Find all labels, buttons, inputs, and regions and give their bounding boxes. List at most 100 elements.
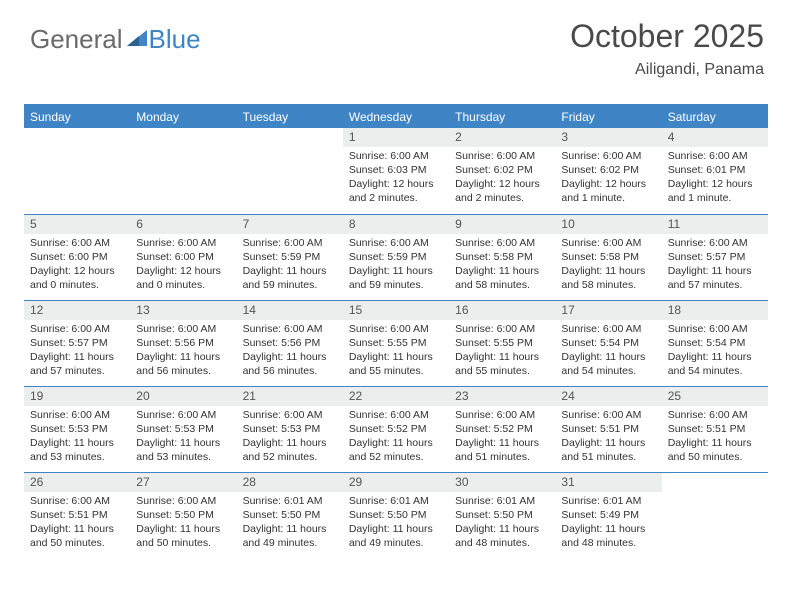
- sunset-text: Sunset: 5:55 PM: [455, 337, 549, 350]
- daylight-text-2: and 57 minutes.: [30, 365, 124, 378]
- daylight-text-1: Daylight: 11 hours: [349, 437, 443, 450]
- daylight-text-1: Daylight: 12 hours: [30, 265, 124, 278]
- day-cell: 14Sunrise: 6:00 AMSunset: 5:56 PMDayligh…: [237, 300, 343, 386]
- day-cell: 22Sunrise: 6:00 AMSunset: 5:52 PMDayligh…: [343, 386, 449, 472]
- sunset-text: Sunset: 5:56 PM: [136, 337, 230, 350]
- day-info: Sunrise: 6:00 AMSunset: 6:01 PMDaylight:…: [662, 147, 768, 213]
- day-number: 12: [24, 301, 130, 320]
- sunrise-text: Sunrise: 6:00 AM: [30, 409, 124, 422]
- day-info: Sunrise: 6:00 AMSunset: 5:52 PMDaylight:…: [449, 406, 555, 472]
- sunset-text: Sunset: 5:56 PM: [243, 337, 337, 350]
- day-info: Sunrise: 6:01 AMSunset: 5:50 PMDaylight:…: [449, 492, 555, 558]
- sunset-text: Sunset: 5:51 PM: [561, 423, 655, 436]
- sunset-text: Sunset: 6:00 PM: [136, 251, 230, 264]
- day-number: 29: [343, 473, 449, 492]
- daylight-text-1: Daylight: 11 hours: [349, 265, 443, 278]
- weekday-header: Friday: [555, 106, 661, 128]
- day-cell: 5Sunrise: 6:00 AMSunset: 6:00 PMDaylight…: [24, 214, 130, 300]
- sunrise-text: Sunrise: 6:00 AM: [455, 150, 549, 163]
- day-info: Sunrise: 6:01 AMSunset: 5:50 PMDaylight:…: [343, 492, 449, 558]
- day-cell: 31Sunrise: 6:01 AMSunset: 5:49 PMDayligh…: [555, 472, 661, 558]
- daylight-text-1: Daylight: 11 hours: [455, 351, 549, 364]
- daylight-text-1: Daylight: 11 hours: [455, 265, 549, 278]
- weekday-header: Sunday: [24, 106, 130, 128]
- day-cell: 7Sunrise: 6:00 AMSunset: 5:59 PMDaylight…: [237, 214, 343, 300]
- day-cell: 4Sunrise: 6:00 AMSunset: 6:01 PMDaylight…: [662, 128, 768, 214]
- sunset-text: Sunset: 5:53 PM: [136, 423, 230, 436]
- daylight-text-1: Daylight: 11 hours: [349, 523, 443, 536]
- sunrise-text: Sunrise: 6:01 AM: [561, 495, 655, 508]
- day-cell: 16Sunrise: 6:00 AMSunset: 5:55 PMDayligh…: [449, 300, 555, 386]
- sunset-text: Sunset: 6:00 PM: [30, 251, 124, 264]
- day-number: 26: [24, 473, 130, 492]
- daylight-text-2: and 52 minutes.: [349, 451, 443, 464]
- daylight-text-2: and 55 minutes.: [349, 365, 443, 378]
- sunrise-text: Sunrise: 6:00 AM: [136, 495, 230, 508]
- day-info: Sunrise: 6:00 AMSunset: 5:51 PMDaylight:…: [662, 406, 768, 472]
- day-cell: 24Sunrise: 6:00 AMSunset: 5:51 PMDayligh…: [555, 386, 661, 472]
- day-number: 25: [662, 387, 768, 406]
- weekday-header: Monday: [130, 106, 236, 128]
- sunrise-text: Sunrise: 6:01 AM: [243, 495, 337, 508]
- day-cell: 9Sunrise: 6:00 AMSunset: 5:58 PMDaylight…: [449, 214, 555, 300]
- sunrise-text: Sunrise: 6:01 AM: [349, 495, 443, 508]
- daylight-text-1: Daylight: 11 hours: [668, 351, 762, 364]
- sunset-text: Sunset: 5:58 PM: [561, 251, 655, 264]
- daylight-text-2: and 48 minutes.: [455, 537, 549, 550]
- day-number: 11: [662, 215, 768, 234]
- logo-word-2: Blue: [149, 24, 201, 55]
- daylight-text-2: and 49 minutes.: [349, 537, 443, 550]
- day-cell: [130, 128, 236, 214]
- weekday-header: Thursday: [449, 106, 555, 128]
- day-number: 31: [555, 473, 661, 492]
- daylight-text-2: and 57 minutes.: [668, 279, 762, 292]
- day-cell: [237, 128, 343, 214]
- day-number: 4: [662, 128, 768, 147]
- daylight-text-2: and 48 minutes.: [561, 537, 655, 550]
- daylight-text-2: and 1 minute.: [561, 192, 655, 205]
- daylight-text-2: and 59 minutes.: [349, 279, 443, 292]
- daylight-text-2: and 56 minutes.: [243, 365, 337, 378]
- day-info: Sunrise: 6:00 AMSunset: 5:53 PMDaylight:…: [237, 406, 343, 472]
- day-cell: 8Sunrise: 6:00 AMSunset: 5:59 PMDaylight…: [343, 214, 449, 300]
- day-info: Sunrise: 6:00 AMSunset: 6:02 PMDaylight:…: [449, 147, 555, 213]
- day-number: 7: [237, 215, 343, 234]
- sunset-text: Sunset: 5:50 PM: [349, 509, 443, 522]
- sunset-text: Sunset: 5:54 PM: [668, 337, 762, 350]
- sunrise-text: Sunrise: 6:00 AM: [561, 323, 655, 336]
- sunrise-text: Sunrise: 6:00 AM: [349, 150, 443, 163]
- day-cell: 25Sunrise: 6:00 AMSunset: 5:51 PMDayligh…: [662, 386, 768, 472]
- daylight-text-2: and 55 minutes.: [455, 365, 549, 378]
- sail-icon: [127, 24, 149, 55]
- weekday-header: Wednesday: [343, 106, 449, 128]
- daylight-text-1: Daylight: 11 hours: [243, 265, 337, 278]
- sunrise-text: Sunrise: 6:00 AM: [668, 323, 762, 336]
- daylight-text-2: and 49 minutes.: [243, 537, 337, 550]
- daylight-text-2: and 52 minutes.: [243, 451, 337, 464]
- day-cell: [662, 472, 768, 558]
- day-number: 17: [555, 301, 661, 320]
- sunrise-text: Sunrise: 6:00 AM: [668, 150, 762, 163]
- day-number: [130, 128, 236, 147]
- sunrise-text: Sunrise: 6:00 AM: [455, 409, 549, 422]
- daylight-text-2: and 0 minutes.: [30, 279, 124, 292]
- sunrise-text: Sunrise: 6:00 AM: [30, 495, 124, 508]
- sunset-text: Sunset: 5:54 PM: [561, 337, 655, 350]
- daylight-text-1: Daylight: 11 hours: [136, 437, 230, 450]
- day-number: 20: [130, 387, 236, 406]
- daylight-text-1: Daylight: 11 hours: [136, 523, 230, 536]
- day-cell: 13Sunrise: 6:00 AMSunset: 5:56 PMDayligh…: [130, 300, 236, 386]
- day-info: Sunrise: 6:00 AMSunset: 5:53 PMDaylight:…: [130, 406, 236, 472]
- day-number: [662, 473, 768, 492]
- daylight-text-1: Daylight: 11 hours: [668, 265, 762, 278]
- day-info: Sunrise: 6:00 AMSunset: 6:03 PMDaylight:…: [343, 147, 449, 213]
- day-cell: 26Sunrise: 6:00 AMSunset: 5:51 PMDayligh…: [24, 472, 130, 558]
- daylight-text-2: and 58 minutes.: [455, 279, 549, 292]
- sunset-text: Sunset: 5:57 PM: [668, 251, 762, 264]
- day-number: 1: [343, 128, 449, 147]
- day-info: Sunrise: 6:00 AMSunset: 5:58 PMDaylight:…: [449, 234, 555, 300]
- day-number: 6: [130, 215, 236, 234]
- day-info: Sunrise: 6:00 AMSunset: 5:53 PMDaylight:…: [24, 406, 130, 472]
- day-info: Sunrise: 6:00 AMSunset: 5:56 PMDaylight:…: [237, 320, 343, 386]
- day-number: 2: [449, 128, 555, 147]
